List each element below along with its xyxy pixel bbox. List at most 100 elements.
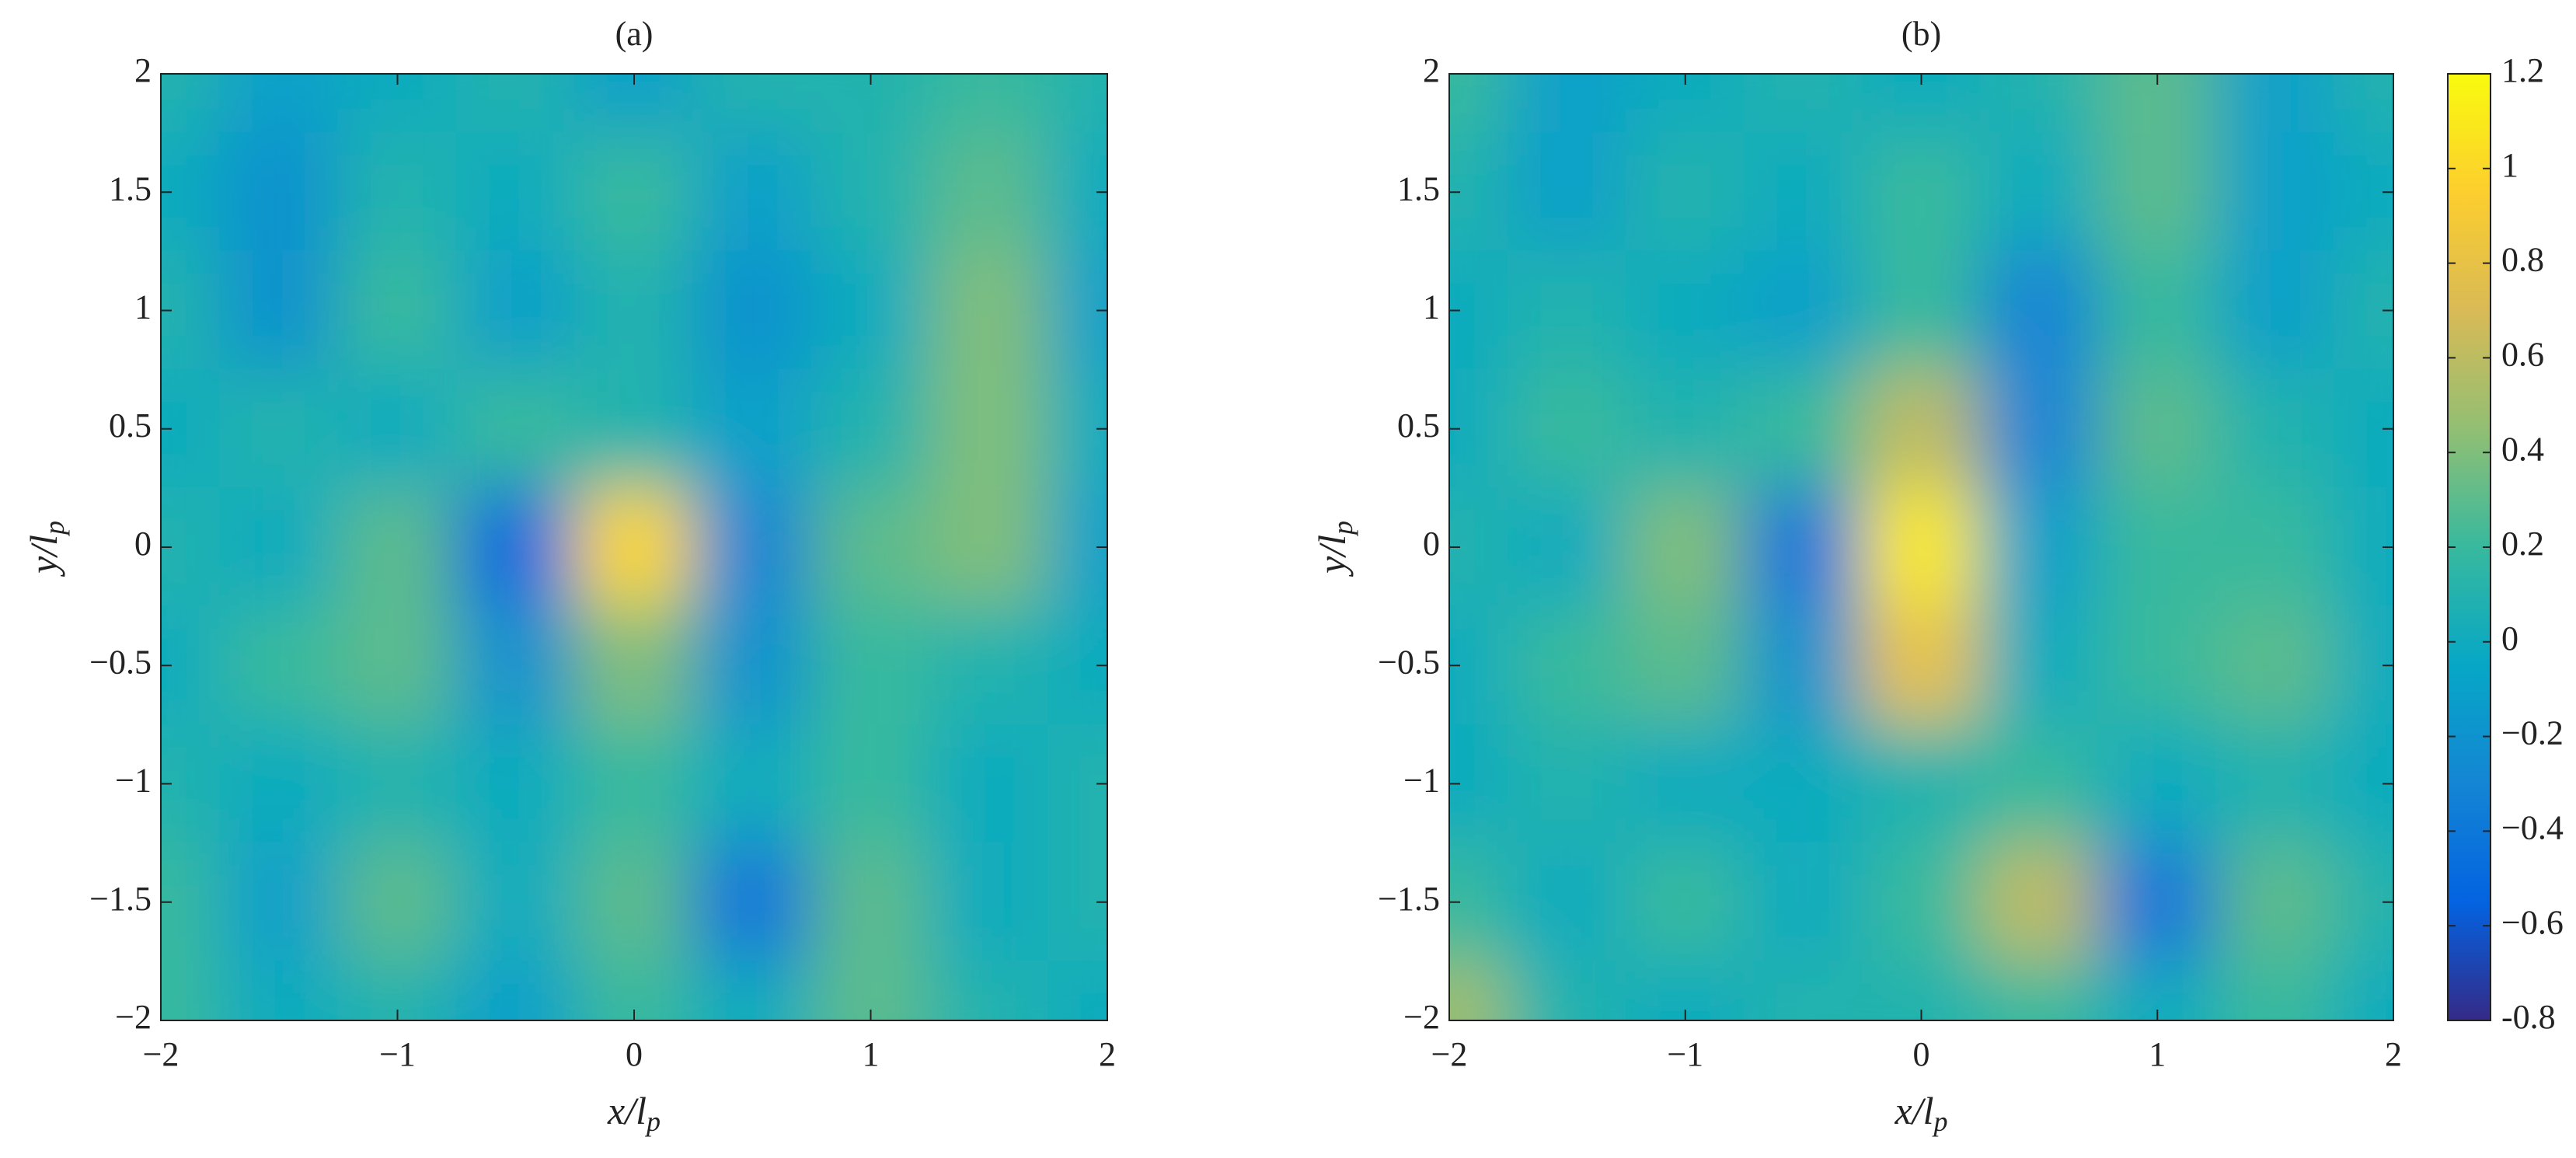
heatmap-cell — [219, 487, 340, 608]
x-tick-label: −2 — [143, 1035, 180, 1073]
heatmap-cell — [810, 250, 931, 371]
heatmap-cell — [2215, 842, 2336, 962]
y-axis-label-sub: p — [1327, 521, 1358, 537]
heatmap-cell — [692, 132, 813, 253]
x-axis-label: x/lp — [607, 1089, 661, 1137]
heatmap-cell — [337, 487, 458, 608]
colorbar-tick-label: 0.4 — [2501, 430, 2544, 468]
heatmap-cell — [1449, 960, 1509, 1020]
heatmap-cell — [573, 605, 695, 726]
x-axis-label-sub: p — [1931, 1106, 1947, 1137]
heatmap-cell — [573, 842, 695, 962]
y-tick-label: −2 — [1403, 998, 1440, 1036]
heatmap-cell — [692, 74, 813, 134]
panel: −2 −1 0 1 2−2−1.5−1−0.500.511.52(b)x/lpy/lp — [1310, 15, 2402, 1137]
heatmap-cell — [1861, 250, 1982, 371]
heatmap-cell — [929, 487, 1049, 608]
heatmap-cell — [1979, 74, 2100, 134]
x-axis-label-main: x/l — [1895, 1089, 1934, 1132]
heatmap-cell — [2097, 132, 2218, 253]
heatmap-cell — [929, 842, 1049, 962]
heatmap-cell — [810, 368, 931, 489]
heatmap-cell — [1047, 960, 1107, 1020]
heatmap-cell — [161, 74, 221, 134]
heatmap-cell — [929, 74, 1049, 134]
heatmap-cell — [2097, 368, 2218, 489]
heatmap-cell — [1861, 132, 1982, 253]
heatmap-cell — [573, 250, 695, 371]
panel: −2 −1 0 1 2−2−1.5−1−0.500.511.52(a)x/lpy/lp — [22, 15, 1116, 1137]
heatmap-cell — [573, 487, 695, 608]
y-tick-label: 0 — [134, 525, 152, 563]
colorbar-tick-label: -0.8 — [2501, 998, 2556, 1036]
heatmap-cell — [161, 960, 221, 1020]
heatmap-cell — [1979, 605, 2100, 726]
x-tick-label: 0 — [626, 1035, 643, 1073]
heatmap-cell — [929, 132, 1049, 253]
heatmap-cell — [1507, 842, 1627, 962]
heatmap-cell — [1507, 724, 1627, 844]
heatmap-cell — [2215, 368, 2336, 489]
heatmap-cell — [337, 842, 458, 962]
heatmap-cell — [2097, 605, 2218, 726]
y-tick-label: 1.5 — [1397, 169, 1440, 208]
heatmap-cell — [573, 368, 695, 489]
heatmap-cell — [573, 724, 695, 844]
colorbar-tick-label: 1 — [2501, 146, 2518, 184]
y-tick-label: −1 — [1403, 762, 1440, 800]
colorbar-tick-label: −0.4 — [2501, 808, 2564, 846]
heatmap-cell — [1743, 250, 1863, 371]
heatmap-cell — [455, 250, 576, 371]
heatmap-cell — [219, 250, 340, 371]
colorbar: -0.8 −0.6 −0.4 −0.2 0 0.2 0.4 0.6 0.8 1 1.2 — [2447, 51, 2564, 1036]
heatmap-cell — [1047, 74, 1107, 134]
x-tick-label: 0 — [1913, 1035, 1930, 1073]
heatmap-cell — [1979, 368, 2100, 489]
y-tick-label: 1 — [1423, 288, 1440, 326]
y-axis-label-main: y/l — [1310, 535, 1354, 577]
heatmap-cell — [929, 960, 1049, 1020]
heatmap-cell — [219, 724, 340, 844]
heatmap-cell — [455, 74, 576, 134]
heatmap — [161, 74, 1107, 1020]
heatmap-cell — [1625, 368, 1745, 489]
heatmap-cell — [219, 960, 340, 1020]
heatmap-cell — [1743, 842, 1863, 962]
heatmap-cell — [455, 605, 576, 726]
heatmap-cell — [1625, 132, 1745, 253]
heatmap-cell — [1625, 605, 1745, 726]
heatmap-cell — [1861, 368, 1982, 489]
heatmap-cell — [1507, 960, 1627, 1020]
heatmap-cell — [692, 487, 813, 608]
heatmap-cell — [810, 724, 931, 844]
heatmap-cell — [455, 132, 576, 253]
heatmap-cell — [929, 368, 1049, 489]
y-tick-label: −2 — [115, 998, 152, 1036]
y-tick-label: −1.5 — [89, 880, 152, 918]
heatmap-cell — [692, 605, 813, 726]
heatmap-cell — [692, 960, 813, 1020]
heatmap-cell — [455, 960, 576, 1020]
heatmap-cell — [2215, 960, 2336, 1020]
x-tick-label: −2 — [1431, 1035, 1468, 1073]
y-tick-label: 1.5 — [109, 169, 152, 208]
panel-title: (b) — [1901, 15, 1941, 53]
heatmap-cell — [2215, 724, 2336, 844]
heatmap-cell — [1743, 132, 1863, 253]
heatmap-cell — [1625, 487, 1745, 608]
colorbar-tick-label: 0 — [2501, 619, 2518, 657]
colorbar-tick-label: 0.6 — [2501, 335, 2544, 373]
heatmap-cell — [1861, 724, 1982, 844]
x-tick-label: −1 — [379, 1035, 416, 1073]
heatmap-cell — [1507, 605, 1627, 726]
y-tick-label: 0 — [1423, 525, 1440, 563]
x-tick-label: 2 — [2385, 1035, 2402, 1073]
heatmap-cell — [219, 368, 340, 489]
x-tick-label: 2 — [1099, 1035, 1116, 1073]
heatmap-cell — [1861, 605, 1982, 726]
y-axis-label-sub: p — [39, 521, 70, 537]
heatmap-cell — [692, 724, 813, 844]
y-tick-label: 1 — [134, 288, 152, 326]
heatmap-cell — [810, 605, 931, 726]
heatmap-cell — [337, 724, 458, 844]
